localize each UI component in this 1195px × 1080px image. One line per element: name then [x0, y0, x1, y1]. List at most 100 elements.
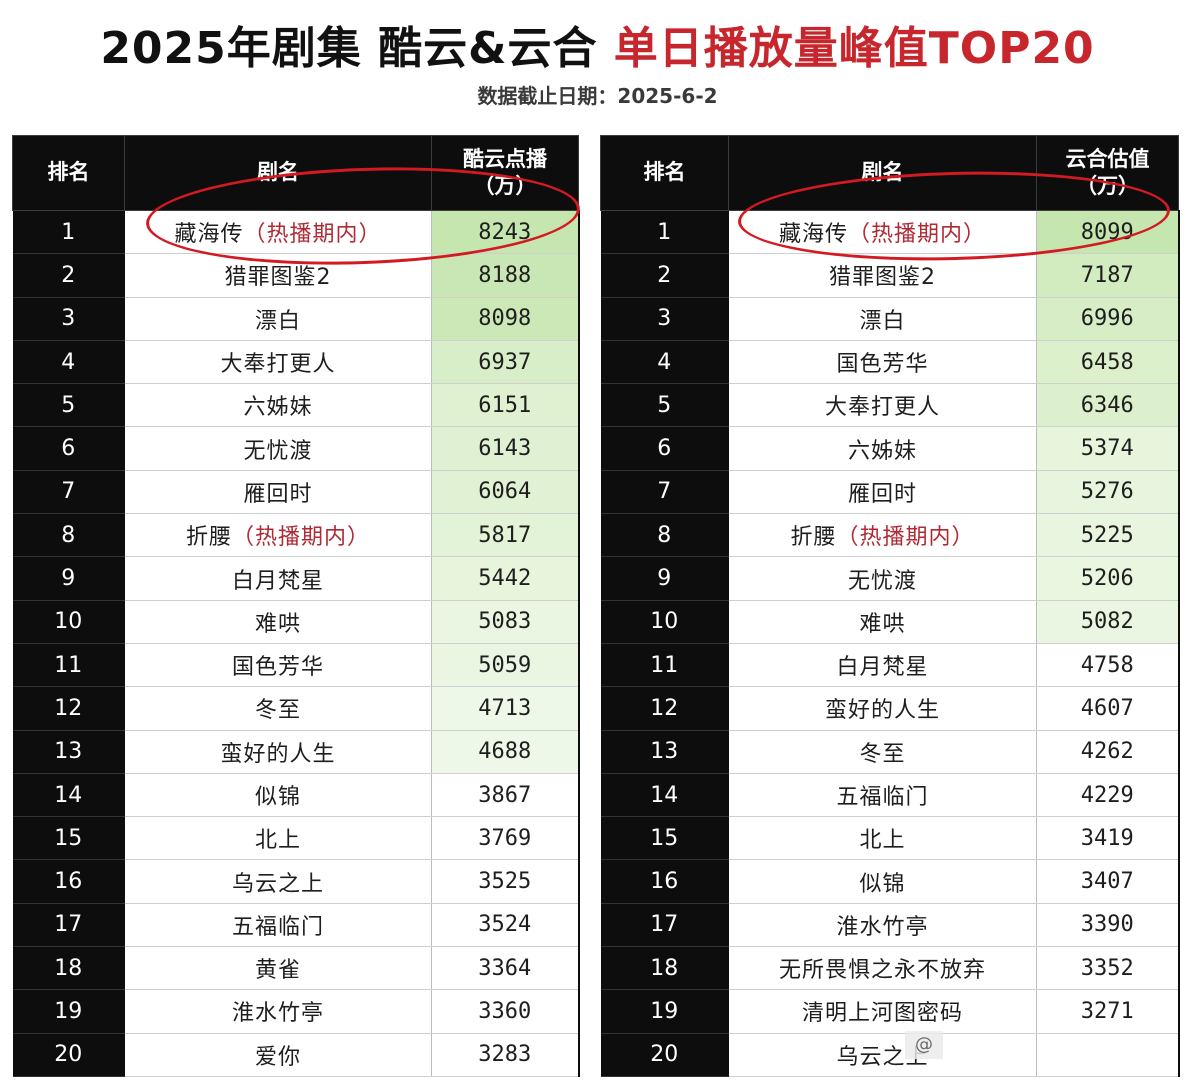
drama-name-cell: 无忧渡	[728, 556, 1037, 601]
drama-name: 北上	[859, 828, 906, 854]
rank-cell: 8	[600, 513, 729, 558]
kuyun-ranking-table: 排名 剧名 酷云点播 （万） 1 藏海传（热播期内） 8243 2 猎罪图鉴2 8188 3…	[12, 135, 580, 1077]
play-value-cell: 3352	[1036, 946, 1180, 991]
table-row: 10 难哄 5082	[600, 600, 1180, 644]
rank-cell: 17	[12, 903, 125, 948]
play-value-cell: 5817	[431, 513, 580, 558]
table-row: 16 似锦 3407	[600, 859, 1180, 904]
drama-name-cell: 难哄	[728, 600, 1037, 644]
drama-name-cell: 六姊妹	[728, 426, 1037, 471]
play-value-cell: 3407	[1036, 859, 1180, 904]
drama-name: 漂白	[859, 308, 906, 334]
drama-name-cell: 折腰（热播期内）	[124, 513, 432, 558]
play-value-cell: 3419	[1036, 816, 1180, 861]
hot-period-tag: （热播期内）	[848, 222, 987, 248]
drama-name-cell: 淮水竹亭	[124, 989, 432, 1034]
table-row: 2 猎罪图鉴2 7187	[600, 253, 1180, 298]
drama-name: 淮水竹亭	[231, 1001, 324, 1027]
play-value-cell: 8188	[431, 253, 580, 298]
play-value-cell: 3271	[1036, 989, 1180, 1034]
drama-name: 似锦	[859, 871, 906, 897]
rank-cell: 7	[12, 470, 125, 515]
table-row: 15 北上 3769	[12, 816, 580, 861]
value-header-line2: （万）	[473, 174, 537, 198]
drama-name: 无所畏惧之永不放弃	[778, 958, 986, 984]
play-value-cell: 5082	[1036, 600, 1180, 644]
play-value-cell: 4688	[431, 730, 580, 774]
drama-name: 漂白	[254, 308, 301, 334]
drama-name-cell: 无所畏惧之永不放弃	[728, 946, 1037, 991]
drama-name-cell: 无忧渡	[124, 426, 432, 471]
drama-name-cell: 北上	[728, 816, 1037, 861]
drama-name-cell: 漂白	[728, 297, 1037, 341]
value-header: 酷云点播 （万）	[431, 135, 579, 211]
rank-cell: 10	[12, 600, 125, 644]
drama-name-cell: 国色芳华	[124, 643, 432, 688]
table-row: 17 淮水竹亭 3390	[600, 903, 1180, 948]
drama-name: 北上	[254, 828, 301, 854]
table-row: 13 冬至 4262	[600, 730, 1180, 774]
play-value-cell: 5374	[1036, 426, 1180, 471]
rank-cell: 10	[600, 600, 729, 644]
rank-cell: 4	[12, 340, 125, 385]
rank-cell: 18	[600, 946, 729, 991]
table-row: 7 雁回时 5276	[600, 470, 1180, 515]
table-row: 4 大奉打更人 6937	[12, 340, 580, 385]
play-value-cell: 3769	[431, 816, 580, 861]
play-value-cell: 3525	[431, 859, 580, 904]
drama-name: 蛮好的人生	[220, 741, 336, 767]
value-header-line1: 酷云点播	[463, 146, 547, 171]
drama-name: 六姊妹	[243, 395, 313, 421]
table-row: 15 北上 3419	[600, 816, 1180, 861]
table-row: 17 五福临门 3524	[12, 903, 580, 948]
drama-name-cell: 似锦	[728, 859, 1037, 904]
play-value-cell: 4607	[1036, 686, 1180, 731]
table-row: 11 国色芳华 5059	[12, 643, 580, 688]
rank-cell: 17	[600, 903, 729, 948]
play-value-cell: 8243	[431, 210, 580, 255]
table-row: 5 六姊妹 6151	[12, 383, 580, 428]
rank-cell: 16	[12, 859, 125, 904]
table-row: 3 漂白 8098	[12, 297, 580, 341]
play-value-cell: 6937	[431, 340, 580, 385]
value-header: 云合估值 （万）	[1036, 135, 1179, 211]
rank-cell: 16	[600, 859, 729, 904]
rank-cell: 2	[12, 253, 125, 298]
drama-name: 难哄	[859, 611, 906, 637]
drama-name-cell: 清明上河图密码	[728, 989, 1037, 1034]
drama-name: 白月梵星	[836, 655, 929, 681]
drama-name: 猎罪图鉴2	[224, 265, 332, 291]
kuyun-table-body: 1 藏海传（热播期内） 8243 2 猎罪图鉴2 8188 3 漂白 8098 4 大奉打更人 693…	[12, 210, 580, 1077]
table-row: 14 五福临门 4229	[600, 773, 1180, 818]
drama-name: 无忧渡	[243, 438, 313, 464]
rank-cell: 4	[600, 340, 729, 385]
title-part2: 单日播放量峰值TOP20	[613, 23, 1095, 74]
value-header-line1: 云合估值	[1065, 146, 1150, 171]
table-row: 4 国色芳华 6458	[600, 340, 1180, 385]
drama-name: 雁回时	[847, 481, 917, 507]
drama-name: 淮水竹亭	[836, 914, 929, 940]
table-row: 7 雁回时 6064	[12, 470, 580, 515]
drama-name-cell: 难哄	[124, 600, 432, 644]
hot-period-tag: （热播期内）	[243, 222, 382, 248]
rank-cell: 12	[12, 686, 125, 731]
rank-header: 排名	[12, 135, 125, 211]
drama-name-cell: 折腰（热播期内）	[728, 513, 1037, 558]
play-value-cell: 6458	[1036, 340, 1180, 385]
play-value-cell: 5276	[1036, 470, 1180, 515]
drama-name-cell: 大奉打更人	[728, 383, 1037, 428]
rank-cell: 3	[12, 297, 125, 341]
play-value-cell: 8099	[1036, 210, 1180, 255]
drama-name-cell: 猎罪图鉴2	[124, 253, 432, 298]
drama-name: 国色芳华	[836, 352, 929, 378]
drama-name: 折腰	[790, 525, 837, 551]
drama-name-cell: 蛮好的人生	[124, 730, 432, 774]
drama-name-cell: 乌云之上	[728, 1033, 1037, 1077]
rank-cell: 9	[600, 556, 729, 601]
table-row: 8 折腰（热播期内） 5817	[12, 513, 580, 558]
drama-name-cell: 乌云之上	[124, 859, 432, 904]
rank-header: 排名	[600, 135, 729, 211]
drama-name: 爱你	[254, 1044, 301, 1070]
weibo-watermark: @	[905, 1031, 943, 1059]
drama-name-cell: 五福临门	[124, 903, 432, 948]
